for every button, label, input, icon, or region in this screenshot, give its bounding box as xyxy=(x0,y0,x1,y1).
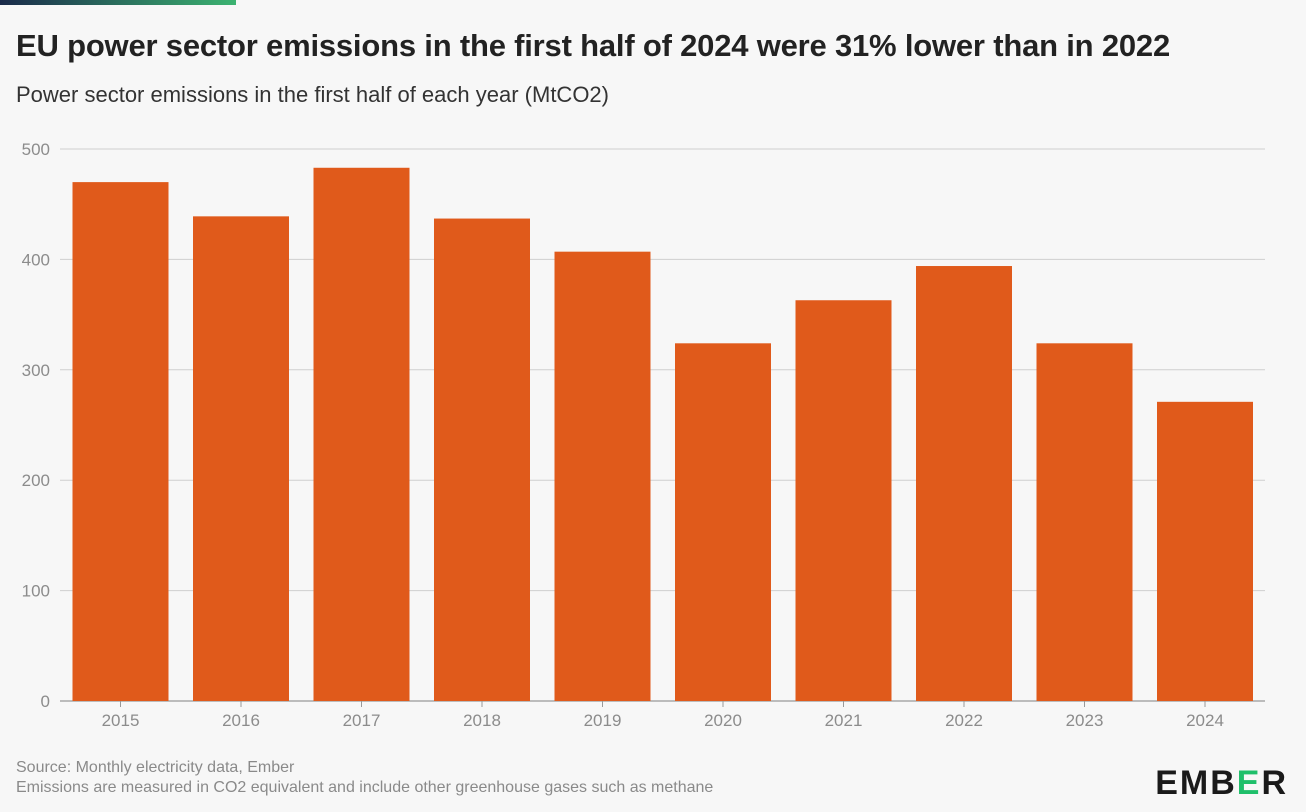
y-tick-label: 300 xyxy=(22,361,50,380)
methodology-note: Emissions are measured in CO2 equivalent… xyxy=(16,779,714,796)
source-note: Source: Monthly electricity data, Ember xyxy=(16,759,295,776)
accent-bar xyxy=(0,0,236,5)
bar-2020 xyxy=(675,343,771,701)
chart-subtitle: Power sector emissions in the first half… xyxy=(16,82,609,107)
x-tick-label: 2019 xyxy=(584,711,622,730)
bar-2015 xyxy=(72,182,169,701)
bar-2018 xyxy=(434,218,530,701)
y-tick-label: 500 xyxy=(22,140,50,159)
logo-highlight: E xyxy=(1236,764,1262,802)
bar-2016 xyxy=(193,216,289,701)
x-tick-label: 2024 xyxy=(1186,711,1224,730)
x-tick-label: 2020 xyxy=(704,711,742,730)
footer: Source: Monthly electricity data, Ember … xyxy=(16,758,713,798)
bar-2024 xyxy=(1157,401,1253,701)
x-tick-label: 2023 xyxy=(1066,711,1104,730)
y-tick-label: 200 xyxy=(22,471,50,490)
x-tick-label: 2021 xyxy=(825,711,863,730)
x-axis-ticks: 2015 2016 2017 2018 2019 2020 2021 2022 2023 2024 xyxy=(102,701,1224,730)
y-tick-label: 400 xyxy=(22,250,50,269)
x-tick-label: 2016 xyxy=(222,711,260,730)
y-axis-ticks: 0 100 200 300 400 500 xyxy=(22,140,50,711)
x-tick-label: 2022 xyxy=(945,711,983,730)
x-tick-label: 2018 xyxy=(463,711,501,730)
bar-2017 xyxy=(313,167,410,701)
ember-logo: EMBER xyxy=(1155,764,1288,803)
bar-2023 xyxy=(1036,343,1133,701)
chart-title: EU power sector emissions in the first h… xyxy=(16,28,1170,63)
bar-2021 xyxy=(795,300,892,701)
bar-2019 xyxy=(554,251,651,701)
x-tick-label: 2015 xyxy=(102,711,140,730)
x-tick-label: 2017 xyxy=(343,711,381,730)
bars xyxy=(72,167,1253,701)
y-tick-label: 0 xyxy=(41,692,50,711)
y-tick-label: 100 xyxy=(22,582,50,601)
logo-prefix: EMB xyxy=(1155,764,1237,802)
logo-suffix: R xyxy=(1261,764,1288,802)
bar-2022 xyxy=(916,266,1012,701)
